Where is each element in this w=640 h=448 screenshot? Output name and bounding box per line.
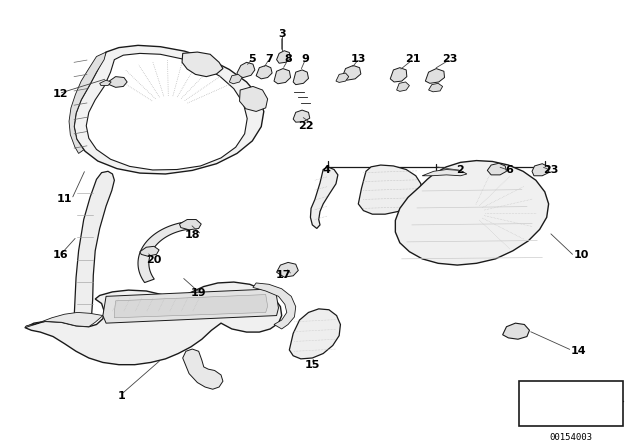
Circle shape <box>507 325 524 337</box>
Polygon shape <box>487 163 506 175</box>
Text: 10: 10 <box>573 250 589 260</box>
Polygon shape <box>276 263 298 277</box>
Polygon shape <box>276 51 291 63</box>
Text: 23: 23 <box>442 54 458 64</box>
Circle shape <box>171 105 186 116</box>
Polygon shape <box>429 83 443 92</box>
Polygon shape <box>182 349 223 389</box>
Text: 5: 5 <box>248 54 255 64</box>
Text: 20: 20 <box>147 255 162 265</box>
Polygon shape <box>25 282 282 365</box>
Polygon shape <box>531 398 563 401</box>
Polygon shape <box>253 283 296 329</box>
Circle shape <box>166 101 191 119</box>
Text: 18: 18 <box>185 230 200 240</box>
Polygon shape <box>293 110 310 122</box>
Text: 17: 17 <box>276 270 291 280</box>
Text: 16: 16 <box>53 250 68 260</box>
Text: 12: 12 <box>52 90 68 99</box>
Text: 7: 7 <box>265 54 273 64</box>
Circle shape <box>158 136 173 147</box>
Text: 19: 19 <box>191 288 207 298</box>
Text: 00154003: 00154003 <box>550 433 593 442</box>
Polygon shape <box>397 82 410 91</box>
Text: 22: 22 <box>298 121 314 131</box>
Text: 9: 9 <box>301 54 309 64</box>
Polygon shape <box>422 169 467 176</box>
Polygon shape <box>140 246 159 256</box>
Polygon shape <box>336 73 349 82</box>
Polygon shape <box>293 70 308 85</box>
Polygon shape <box>256 65 272 79</box>
Polygon shape <box>310 167 338 228</box>
Polygon shape <box>358 165 421 214</box>
Polygon shape <box>274 69 291 84</box>
Circle shape <box>378 181 401 197</box>
Text: 8: 8 <box>284 54 292 64</box>
Text: 3: 3 <box>278 29 285 39</box>
Polygon shape <box>86 53 247 170</box>
Text: 13: 13 <box>351 54 366 64</box>
Polygon shape <box>182 52 223 77</box>
Polygon shape <box>103 289 278 323</box>
Polygon shape <box>531 385 615 398</box>
Polygon shape <box>289 309 340 359</box>
Polygon shape <box>229 74 242 84</box>
Text: 6: 6 <box>505 165 513 176</box>
Text: 4: 4 <box>323 165 330 176</box>
Polygon shape <box>532 164 548 176</box>
Polygon shape <box>342 65 361 80</box>
Text: 21: 21 <box>405 54 420 64</box>
Polygon shape <box>239 86 268 112</box>
Text: 2: 2 <box>456 165 465 176</box>
Polygon shape <box>502 323 529 339</box>
Polygon shape <box>25 312 103 327</box>
Polygon shape <box>390 68 407 82</box>
Polygon shape <box>237 62 255 78</box>
Text: 11: 11 <box>57 194 72 204</box>
Polygon shape <box>426 69 445 83</box>
Polygon shape <box>396 160 548 265</box>
Polygon shape <box>74 45 264 174</box>
Text: 1: 1 <box>118 391 126 401</box>
Polygon shape <box>109 77 127 87</box>
Polygon shape <box>100 80 111 86</box>
Polygon shape <box>115 295 268 318</box>
Text: 23: 23 <box>543 165 559 176</box>
Text: 15: 15 <box>305 360 320 370</box>
Polygon shape <box>74 171 115 319</box>
Bar <box>519 381 623 426</box>
Polygon shape <box>138 221 191 283</box>
Polygon shape <box>179 220 201 230</box>
Polygon shape <box>69 52 106 153</box>
Text: 14: 14 <box>571 346 587 356</box>
